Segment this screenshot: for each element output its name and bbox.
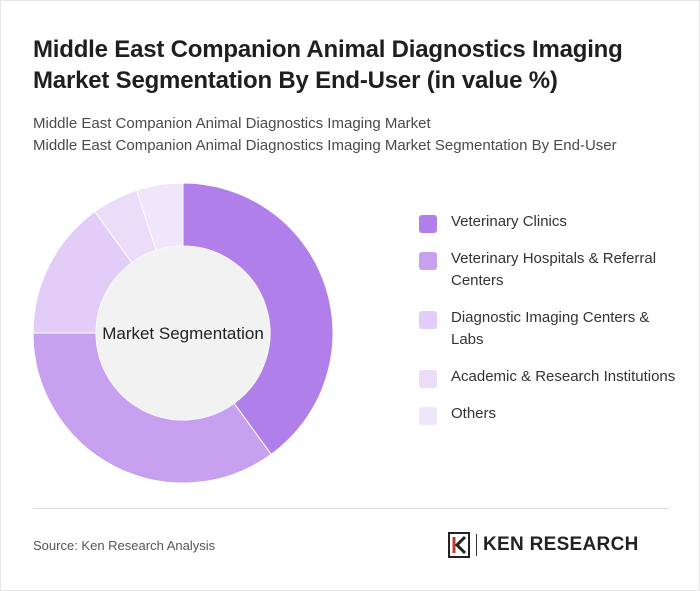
chart-legend: Veterinary Clinics Veterinary Hospitals &… (419, 211, 679, 440)
legend-item: Others (419, 403, 679, 425)
footer-divider (33, 508, 669, 509)
legend-item: Veterinary Clinics (419, 211, 679, 233)
legend-label: Veterinary Clinics (451, 213, 567, 230)
legend-label: Academic & Research Institutions (451, 368, 676, 385)
donut-center-label: Market Segmentation (102, 324, 264, 343)
ken-research-logo: KEN RESEARCH (448, 531, 639, 559)
legend-item: Academic & Research Institutions (419, 366, 679, 388)
legend-swatch (419, 252, 437, 270)
chart-subtitle: Middle East Companion Animal Diagnostics… (33, 113, 673, 157)
donut-center (96, 246, 270, 420)
legend-swatch (419, 215, 437, 233)
subtitle-line-2: Middle East Companion Animal Diagnostics… (33, 137, 617, 154)
donut-chart: Market Segmentation (32, 182, 334, 484)
legend-swatch (419, 311, 437, 329)
chart-title: Middle East Companion Animal Diagnostics… (33, 36, 623, 94)
logo-text: KEN RESEARCH (483, 534, 639, 555)
source-note: Source: Ken Research Analysis (33, 538, 216, 553)
legend-item: Veterinary Hospitals & Referral Centers (419, 248, 679, 292)
legend-swatch (419, 370, 437, 388)
legend-label: Veterinary Hospitals & Referral Centers (451, 250, 657, 289)
legend-label: Others (451, 405, 497, 422)
legend-label: Diagnostic Imaging Centers & Labs (451, 309, 650, 348)
ken-research-logo-icon (448, 532, 470, 558)
legend-swatch (419, 407, 437, 425)
logo-separator (476, 534, 477, 556)
legend-item: Diagnostic Imaging Centers & Labs (419, 307, 679, 351)
subtitle-line-1: Middle East Companion Animal Diagnostics… (33, 115, 431, 132)
